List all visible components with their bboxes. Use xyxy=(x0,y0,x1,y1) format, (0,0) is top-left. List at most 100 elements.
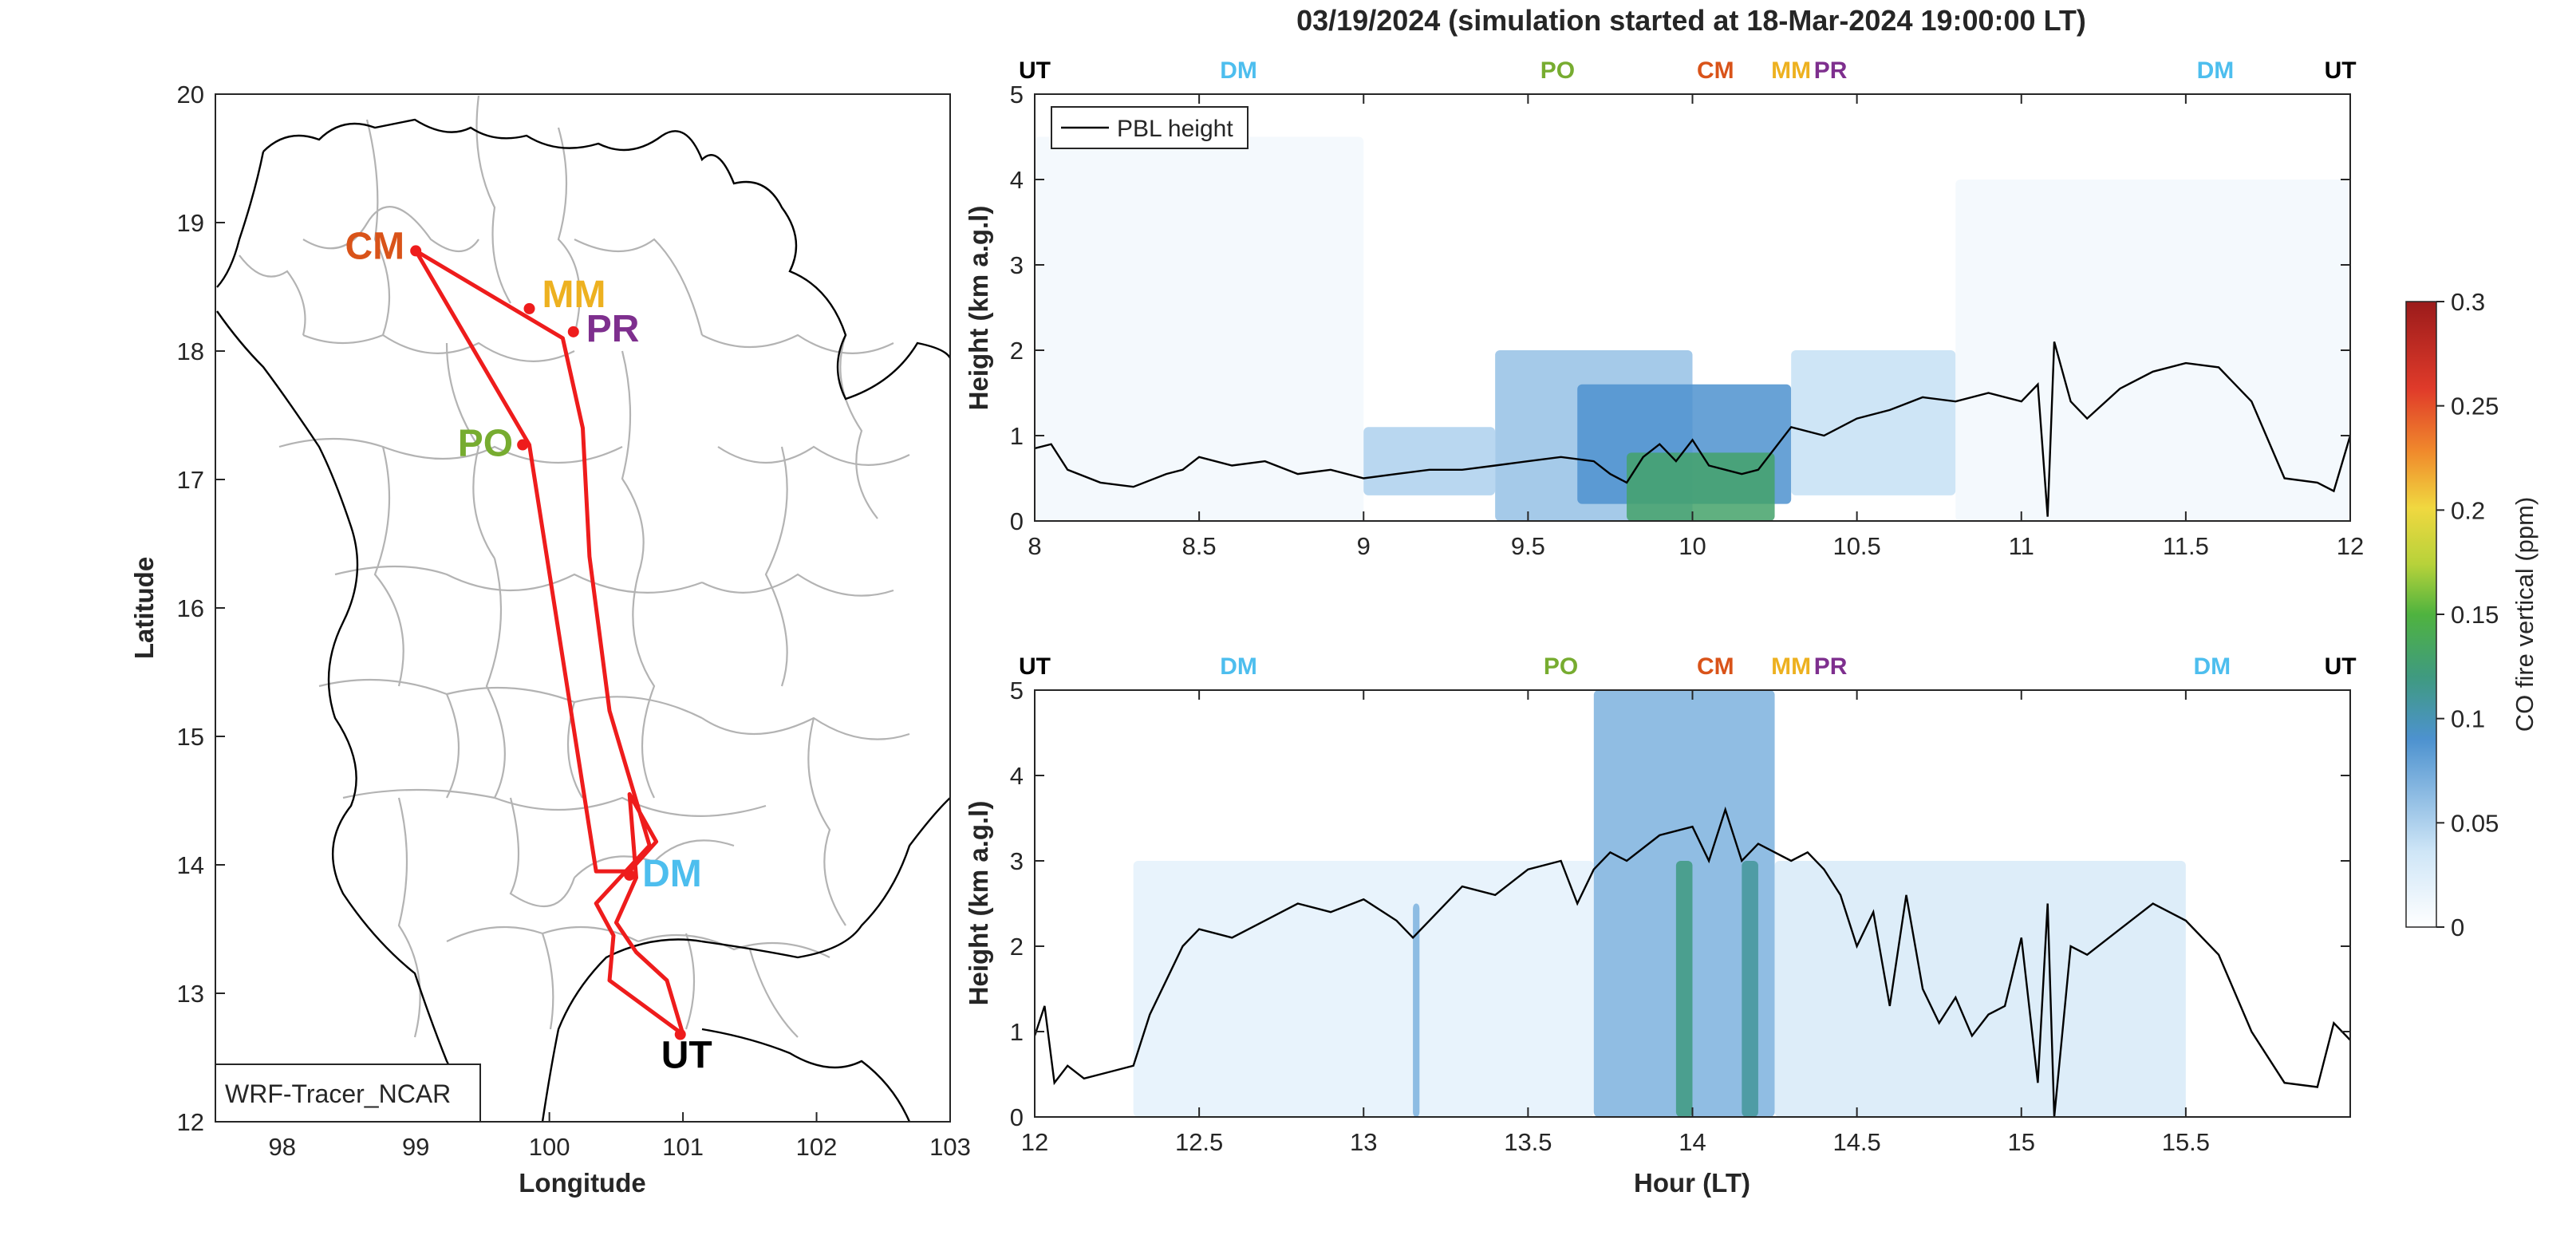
top-xtick-label: 11.5 xyxy=(2163,532,2209,560)
colorbar-tick-label: 0.15 xyxy=(2451,601,2499,629)
bottom-xtick-label: 15 xyxy=(2008,1128,2035,1156)
colorbar: 0 0.05 0.1 0.15 0.2 0.25 0.3 CO fire vertical … xyxy=(2405,288,2539,941)
bottom-site-ut: UT xyxy=(1019,653,1051,680)
map-xtick-label: 100 xyxy=(529,1133,570,1161)
colorbar-tick-label: 0 xyxy=(2451,914,2464,941)
bottom-site-po: PO xyxy=(1544,653,1578,680)
colorbar-ticks: 0 0.05 0.1 0.15 0.2 0.25 0.3 xyxy=(2436,288,2499,941)
bottom-co-block xyxy=(1675,861,1693,1117)
map-features xyxy=(216,95,950,1122)
top-site-po: PO xyxy=(1540,57,1575,84)
top-site-dm: DM xyxy=(2197,57,2235,84)
top-co-block xyxy=(1791,350,1956,495)
bottom-ytick-label: 5 xyxy=(1010,677,1024,704)
map-xtick-label: 101 xyxy=(662,1133,704,1161)
bottom-site-dm: DM xyxy=(2194,653,2231,680)
colorbar-tick-label: 0.05 xyxy=(2451,809,2499,837)
top-ytick-label: 1 xyxy=(1010,422,1024,450)
colorbar-tick-label: 0.1 xyxy=(2451,705,2485,733)
map-xlabel: Longitude xyxy=(519,1168,645,1198)
top-ytick-label: 2 xyxy=(1010,337,1024,365)
stop-label-pr: PR xyxy=(586,308,640,350)
bottom-xtick-label: 13 xyxy=(1350,1128,1377,1156)
top-pbl-line xyxy=(1035,341,2350,517)
bottom-xtick-label: 12 xyxy=(1021,1128,1048,1156)
top-ytick-label: 0 xyxy=(1010,507,1024,535)
map-ytick-label: 20 xyxy=(177,81,204,109)
model-label-box: WRF-Tracer_NCAR xyxy=(215,1064,481,1123)
bottom-ylabel: Height (km a.g.l) xyxy=(964,801,993,1006)
map-xtick-label: 98 xyxy=(268,1133,295,1161)
top-co-block xyxy=(1035,136,1364,521)
bottom-xtick-label: 13.5 xyxy=(1504,1128,1552,1156)
stop-label-ut: UT xyxy=(661,1035,712,1077)
top-xtick-label: 10.5 xyxy=(1832,532,1880,560)
top-xtick-label: 12 xyxy=(2337,532,2364,560)
top-xtick-label: 9.5 xyxy=(1511,532,1545,560)
bottom-ytick-label: 1 xyxy=(1010,1018,1024,1046)
bottom-xtick-label: 12.5 xyxy=(1175,1128,1223,1156)
bottom-site-ut: UT xyxy=(2325,653,2357,680)
bottom-co-block xyxy=(1742,861,1758,1117)
top-co-field xyxy=(1035,136,2350,521)
top-xtick-label: 8.5 xyxy=(1182,532,1217,560)
map-ytick-label: 13 xyxy=(177,980,204,1008)
bottom-site-markers: UT DM PO CM MM PR DM UT xyxy=(1019,653,2357,680)
map-xtick-label: 102 xyxy=(796,1133,838,1161)
stop-marker-pr xyxy=(567,326,579,337)
stop-marker-ut xyxy=(674,1028,686,1040)
bottom-xtick-label: 15.5 xyxy=(2162,1128,2210,1156)
colorbar-tick-label: 0.3 xyxy=(2451,288,2485,316)
top-legend: PBL height xyxy=(1051,106,1249,149)
figure-title: 03/19/2024 (simulation started at 18-Mar… xyxy=(1296,4,2086,37)
bottom-xtick-label: 14.5 xyxy=(1832,1128,1880,1156)
colorbar-label: CO fire vertical (ppm) xyxy=(2511,497,2539,732)
top-ytick-label: 4 xyxy=(1010,166,1024,194)
top-site-mm: MM xyxy=(1771,57,1811,84)
top-legend-entry: PBL height xyxy=(1117,116,1233,142)
top-co-block xyxy=(1363,427,1496,495)
top-site-dm: DM xyxy=(1220,57,1257,84)
top-ytick-label: 5 xyxy=(1010,81,1024,109)
bottom-site-cm: CM xyxy=(1697,653,1734,680)
top-ytick-label: 3 xyxy=(1010,251,1024,279)
model-label: WRF-Tracer_NCAR xyxy=(225,1079,451,1108)
top-co-block xyxy=(1627,452,1775,521)
bottom-ytick-label: 3 xyxy=(1010,847,1024,875)
top-site-markers: UT DM PO CM MM PR DM UT xyxy=(1019,57,2357,84)
bottom-co-block xyxy=(1133,861,1594,1117)
bottom-pbl-line xyxy=(1035,806,2350,1117)
bottom-site-pr: PR xyxy=(1814,653,1848,680)
map-ytick-label: 16 xyxy=(177,594,204,622)
bottom-ytick-label: 2 xyxy=(1010,933,1024,961)
bottom-co-field xyxy=(1133,690,2186,1117)
stop-label-dm: DM xyxy=(642,853,702,895)
top-site-cm: CM xyxy=(1697,57,1734,84)
map-ytick-label: 18 xyxy=(177,337,204,365)
stop-marker-mm xyxy=(523,302,535,314)
bottom-ytick-label: 4 xyxy=(1010,762,1024,790)
bottom-co-block xyxy=(1774,861,2186,1117)
top-xtick-label: 8 xyxy=(1028,532,1041,560)
stop-label-cm: CM xyxy=(345,225,405,267)
country-borders xyxy=(216,118,950,1122)
stop-marker-po xyxy=(517,439,529,451)
map-ytick-label: 15 xyxy=(177,723,204,751)
map-xtick-label: 99 xyxy=(402,1133,429,1161)
bottom-co-block xyxy=(1413,903,1420,1117)
map-axis-ticks: 98 99 100 101 102 103 12 13 14 15 16 17 18 19 20 xyxy=(177,81,971,1161)
map-ytick-label: 19 xyxy=(177,209,204,237)
bottom-ytick-label: 0 xyxy=(1010,1103,1024,1131)
route-layer xyxy=(413,248,685,1036)
colorbar-gradient xyxy=(2405,301,2437,928)
stop-marker-dm xyxy=(624,869,636,881)
map-ylabel: Latitude xyxy=(129,557,159,659)
stop-marker-cm xyxy=(410,245,422,257)
top-xtick-label: 10 xyxy=(1679,532,1706,560)
